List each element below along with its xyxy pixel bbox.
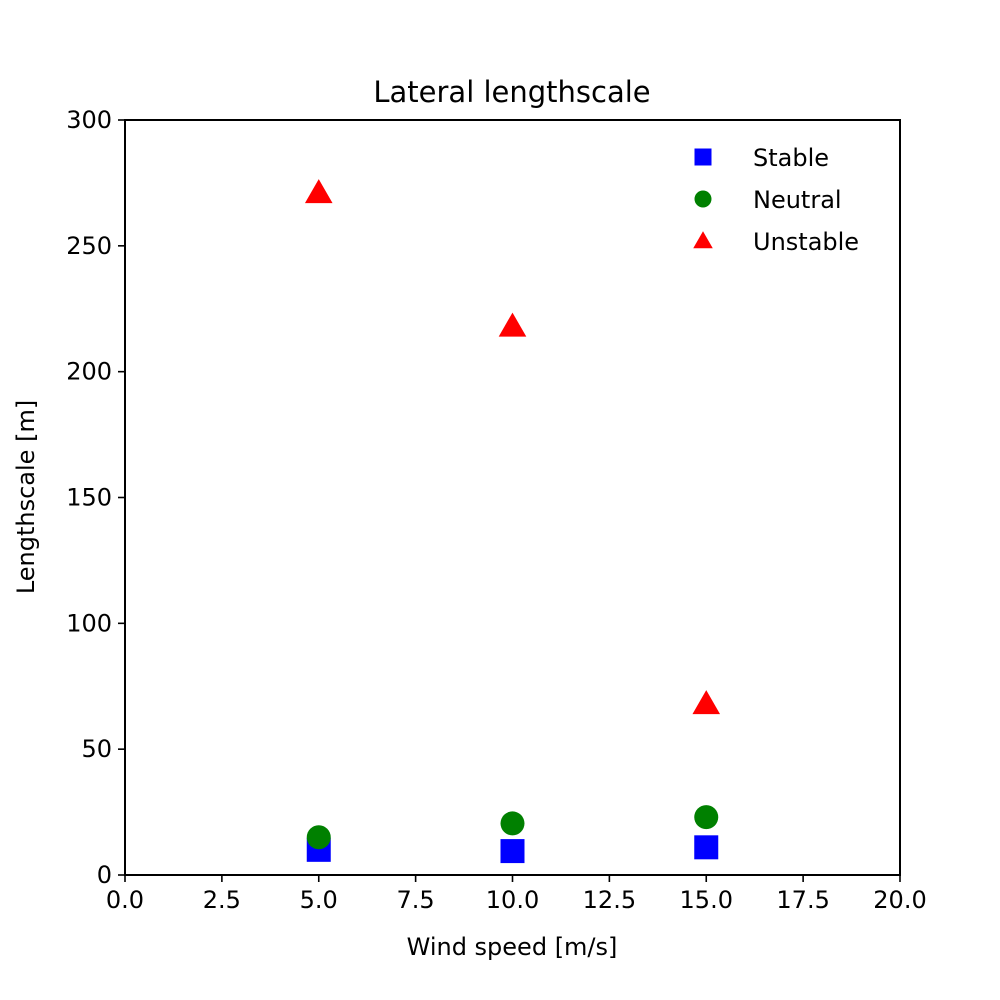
unstable-point	[692, 690, 721, 715]
x-axis-ticks: 0.0 2.5 5.0 7.5 10.0 12.5 15.0 17.5 20.0	[106, 875, 927, 914]
neutral-legend-marker	[694, 190, 712, 208]
y-tick-label: 0	[97, 861, 112, 889]
stable-legend-label: Stable	[753, 144, 829, 172]
x-tick-label: 12.5	[583, 886, 636, 914]
y-tick-label: 50	[81, 735, 112, 763]
y-tick-label: 300	[66, 106, 112, 134]
neutral-legend-label: Neutral	[753, 186, 842, 214]
x-tick-label: 2.5	[203, 886, 241, 914]
neutral-point	[500, 811, 525, 836]
unstable-point	[304, 179, 333, 204]
neutral-point	[306, 825, 331, 850]
y-axis-ticks: 0 50 100 150 200 250 300	[66, 106, 125, 889]
neutral-point	[694, 805, 719, 830]
unstable-legend-label: Unstable	[753, 228, 859, 256]
y-tick-label: 150	[66, 484, 112, 512]
x-tick-label: 5.0	[300, 886, 338, 914]
y-tick-label: 100	[66, 609, 112, 637]
stable-point	[694, 835, 719, 860]
x-tick-label: 7.5	[397, 886, 435, 914]
x-tick-label: 17.5	[776, 886, 829, 914]
x-tick-label: 20.0	[873, 886, 926, 914]
x-tick-label: 0.0	[106, 886, 144, 914]
stable-point	[500, 839, 525, 864]
stable-legend-marker	[694, 148, 712, 166]
legend: Stable Neutral Unstable	[693, 144, 859, 256]
x-tick-label: 10.0	[486, 886, 539, 914]
unstable-legend-marker	[693, 231, 713, 249]
y-tick-label: 200	[66, 358, 112, 386]
unstable-point	[498, 312, 527, 337]
data-points	[304, 179, 721, 864]
x-tick-label: 15.0	[680, 886, 733, 914]
chart-title: Lateral lengthscale	[373, 75, 650, 109]
x-axis-title: Wind speed [m/s]	[407, 933, 618, 961]
y-tick-label: 250	[66, 232, 112, 260]
y-axis-title: Lengthscale [m]	[12, 400, 40, 594]
